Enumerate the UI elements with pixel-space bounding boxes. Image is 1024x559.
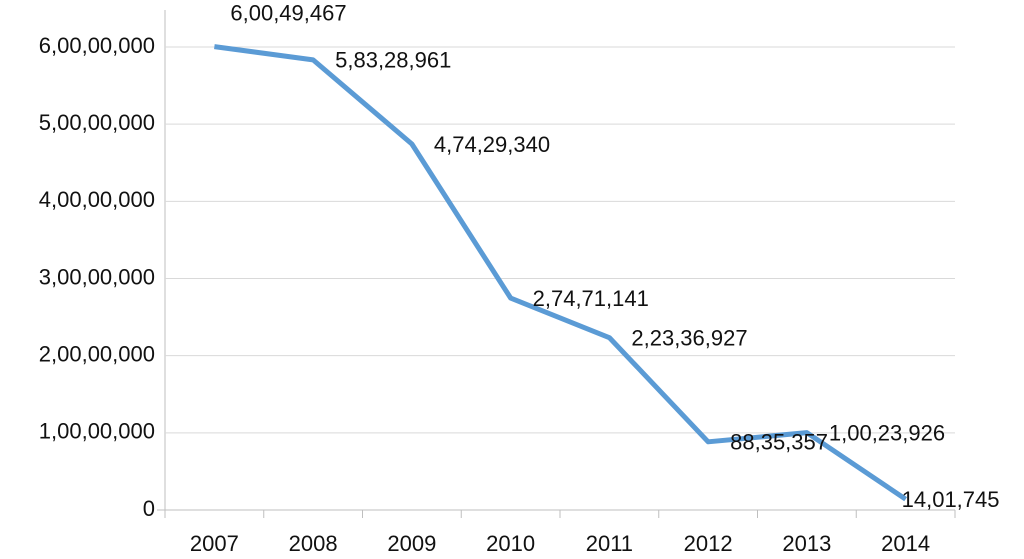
- data-label: 2,74,71,141: [533, 286, 649, 311]
- x-tick-label: 2013: [782, 531, 831, 556]
- y-tick-label: 4,00,00,000: [39, 187, 155, 212]
- x-tick-label: 2012: [684, 531, 733, 556]
- x-tick-label: 2014: [881, 531, 930, 556]
- y-tick-label: 0: [143, 496, 155, 521]
- data-label: 88,35,357: [730, 430, 828, 455]
- y-tick-label: 3,00,00,000: [39, 264, 155, 289]
- data-label: 2,23,36,927: [631, 325, 747, 350]
- x-tick-label: 2011: [586, 531, 633, 556]
- x-tick-label: 2010: [486, 531, 535, 556]
- x-tick-label: 2008: [289, 531, 338, 556]
- data-label: 1,00,23,926: [829, 420, 945, 445]
- y-tick-label: 2,00,00,000: [39, 341, 155, 366]
- data-label: 5,83,28,961: [335, 48, 451, 73]
- data-label: 14,01,745: [902, 487, 1000, 512]
- y-tick-label: 1,00,00,000: [39, 419, 155, 444]
- x-tick-label: 2007: [190, 531, 239, 556]
- y-tick-label: 6,00,00,000: [39, 33, 155, 58]
- data-label: 4,74,29,340: [434, 132, 550, 157]
- y-tick-label: 5,00,00,000: [39, 110, 155, 135]
- x-tick-label: 2009: [387, 531, 436, 556]
- data-line: [214, 44, 908, 502]
- data-label: 6,00,49,467: [230, 0, 346, 25]
